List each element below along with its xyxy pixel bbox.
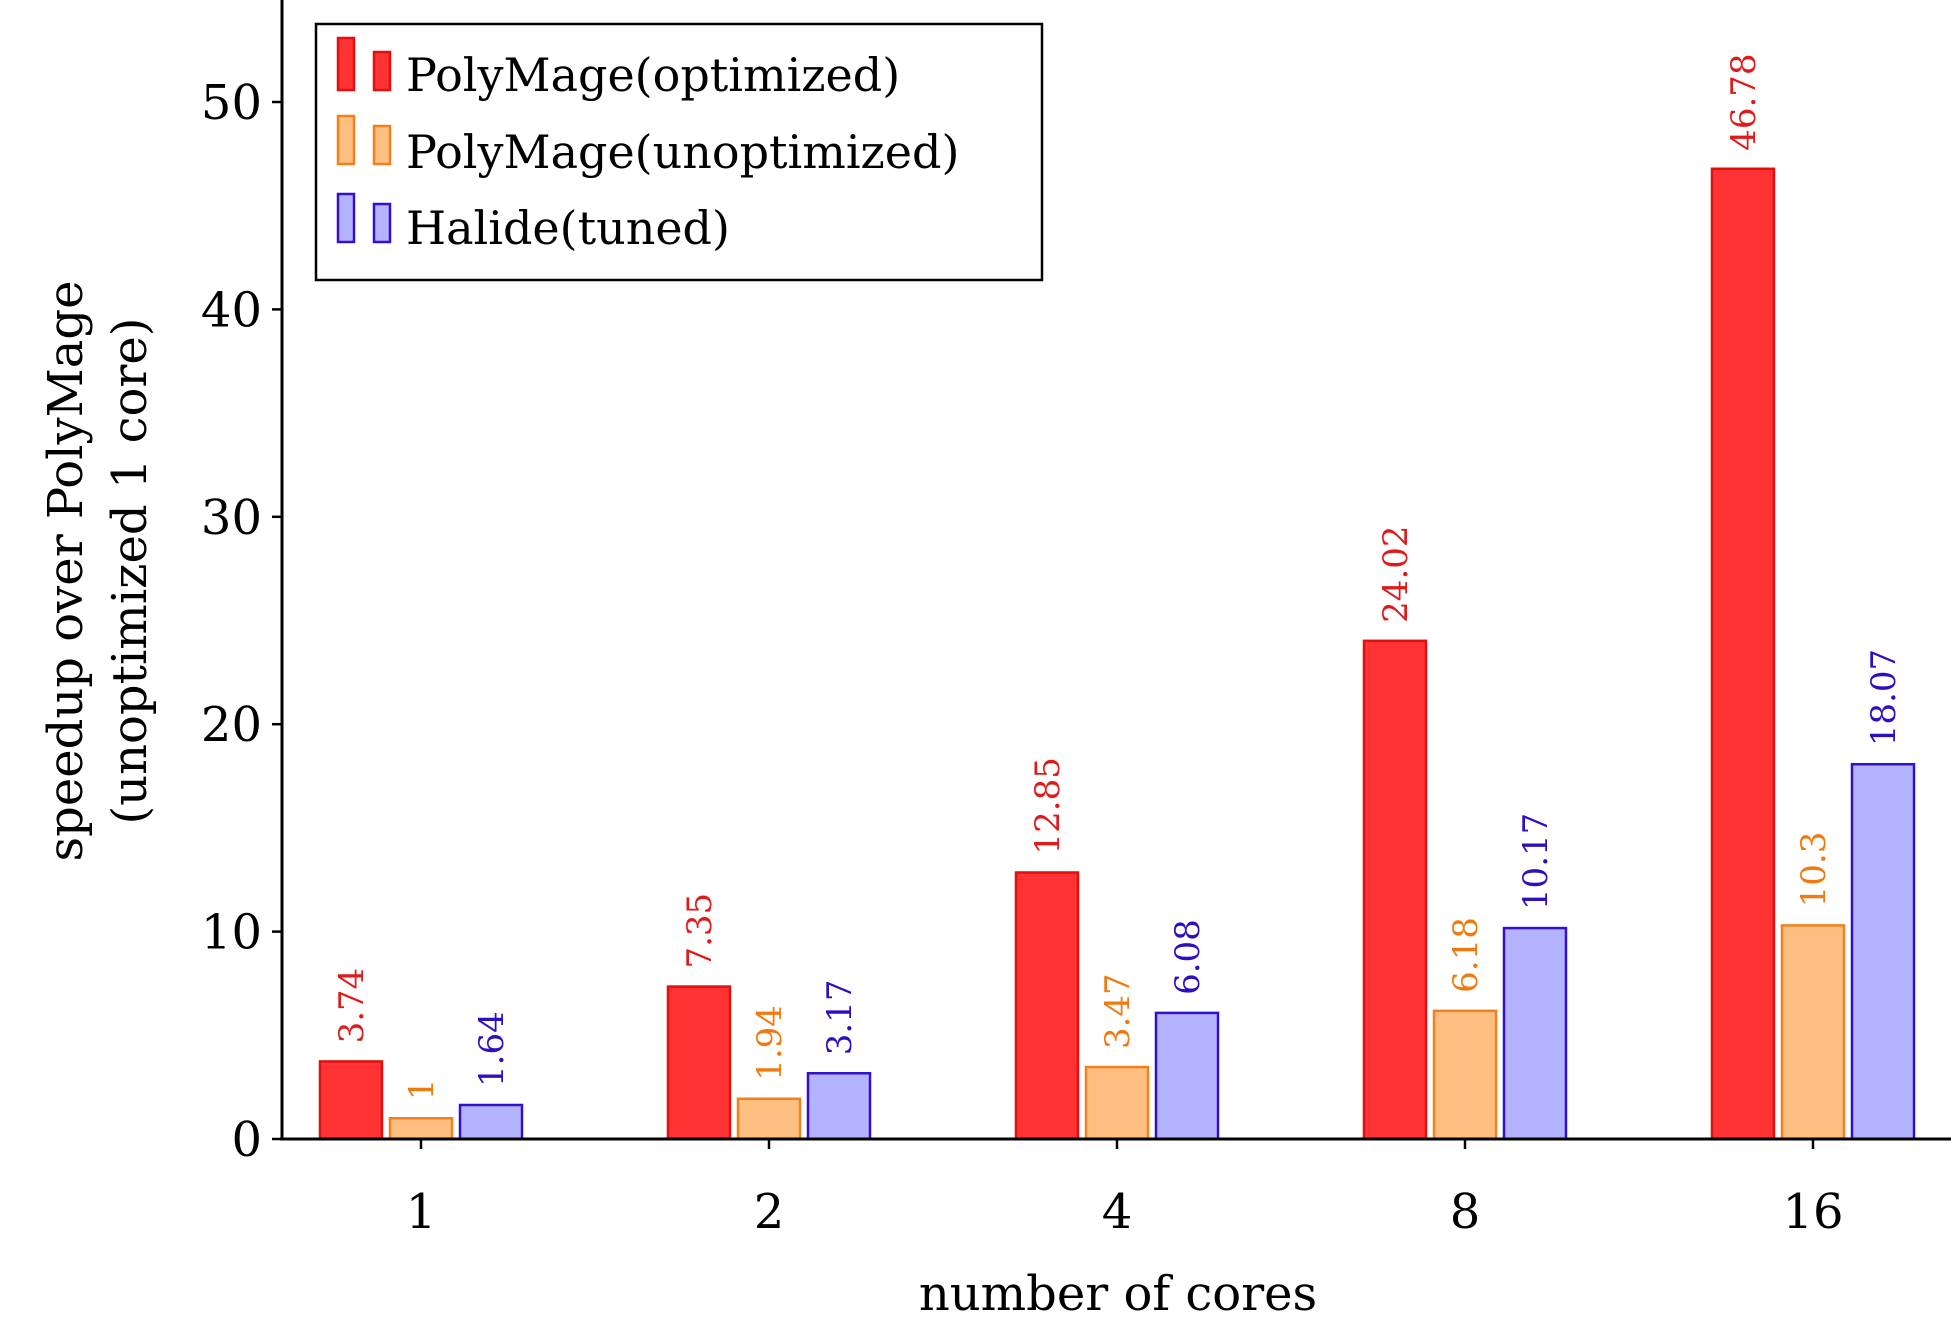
y-tick-label: 10 xyxy=(201,905,262,961)
x-tick-label: 8 xyxy=(1450,1184,1481,1240)
x-axis-title: number of cores xyxy=(919,1266,1317,1322)
data-label: 7.35 xyxy=(680,893,720,969)
data-label: 3.17 xyxy=(820,980,860,1056)
y-tick-label: 0 xyxy=(231,1112,262,1168)
bar xyxy=(1432,1009,1498,1141)
data-label: 46.78 xyxy=(1724,53,1764,150)
data-label: 24.02 xyxy=(1376,525,1416,622)
y-axis-title-line-2: (unoptimized 1 core) xyxy=(102,317,158,824)
data-labels: 3.74 1 1.64 7.35 1.94 3.17 12.85 3.47 6.08 24.02 6… xyxy=(332,53,1904,1100)
y-tick-label: 20 xyxy=(201,697,262,753)
x-tick-label: 2 xyxy=(754,1184,785,1240)
legend-label: PolyMage(optimized) xyxy=(406,48,900,102)
legend-label: PolyMage(unoptimized) xyxy=(406,125,959,179)
data-label: 3.47 xyxy=(1098,973,1138,1049)
bar xyxy=(1710,167,1776,1141)
legend-item-polymage-optimized: PolyMage(optimized) xyxy=(336,36,900,102)
legend-swatch-left xyxy=(336,192,356,244)
legend-swatch-left xyxy=(336,114,356,166)
data-label: 1.94 xyxy=(750,1005,790,1081)
bar xyxy=(666,985,732,1141)
data-label: 6.18 xyxy=(1446,917,1486,993)
x-tick-label: 16 xyxy=(1782,1184,1843,1240)
x-tick-label: 4 xyxy=(1102,1184,1133,1240)
bar xyxy=(458,1103,524,1141)
y-axis-title-line-1: speedup over PolyMage xyxy=(38,280,94,861)
bar xyxy=(318,1060,384,1141)
y-axis-title: speedup over PolyMage (unoptimized 1 cor… xyxy=(38,280,158,861)
data-label: 10.17 xyxy=(1516,813,1556,910)
bar xyxy=(1014,871,1080,1141)
bar xyxy=(1084,1065,1150,1141)
bar xyxy=(736,1097,802,1141)
bar xyxy=(388,1117,454,1141)
data-label: 3.74 xyxy=(332,968,372,1044)
bar xyxy=(1502,926,1568,1141)
data-label: 12.85 xyxy=(1028,757,1068,854)
bar xyxy=(1850,762,1916,1141)
data-label: 6.08 xyxy=(1168,919,1208,995)
legend-label: Halide(tuned) xyxy=(406,201,730,255)
legend-swatch-right xyxy=(372,124,392,166)
legend-swatch-right xyxy=(372,50,392,92)
axes xyxy=(280,0,1951,1141)
y-tick-label: 50 xyxy=(201,75,262,131)
y-tick-label: 40 xyxy=(201,282,262,338)
data-label: 10.3 xyxy=(1794,832,1834,908)
legend-item-halide-tuned: Halide(tuned) xyxy=(336,192,730,255)
y-tick-label: 30 xyxy=(201,490,262,546)
data-label: 1 xyxy=(402,1079,442,1101)
data-label: 1.64 xyxy=(472,1011,512,1087)
plot-area xyxy=(318,167,1916,1141)
legend-swatch-right xyxy=(372,202,392,244)
legend-item-polymage-unoptimized: PolyMage(unoptimized) xyxy=(336,114,959,179)
bar xyxy=(806,1072,872,1141)
legend-swatch-left xyxy=(336,36,356,92)
legend: PolyMage(optimized) PolyMage(unoptimized… xyxy=(314,22,1044,282)
y-ticks: 0 10 20 30 40 50 xyxy=(201,75,282,1168)
x-ticks: 1 2 4 8 16 xyxy=(406,1139,1844,1240)
x-tick-label: 1 xyxy=(406,1184,437,1240)
legend-box xyxy=(314,22,1044,282)
bar xyxy=(1154,1011,1220,1141)
data-label: 18.07 xyxy=(1864,649,1904,746)
bar xyxy=(1780,924,1846,1141)
bar xyxy=(1362,639,1428,1141)
